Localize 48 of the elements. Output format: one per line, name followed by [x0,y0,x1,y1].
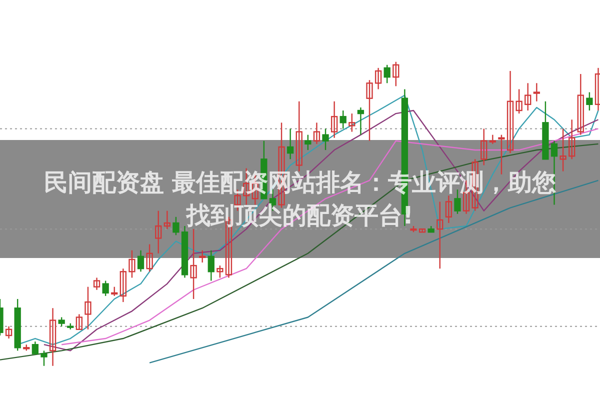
candlestick [5,326,12,340]
candlestick [348,112,356,132]
candlestick [489,134,496,145]
candlestick [49,308,56,366]
candlestick [128,250,136,278]
candlestick [172,216,180,236]
candlestick [102,280,109,297]
candlestick [586,92,593,112]
candlestick [516,88,522,114]
candlestick [392,61,400,87]
candlestick [506,70,514,154]
candlestick [208,250,214,282]
candlestick [296,100,302,172]
candlestick [164,210,170,230]
candlestick [286,128,294,160]
candlestick [498,134,505,175]
candlestick [436,201,444,270]
candlestick [146,244,153,272]
candlestick [93,277,100,290]
candlestick [445,195,452,224]
candlestick [32,340,39,354]
candlestick [190,228,197,300]
candlestick [384,64,390,84]
candlestick [322,128,329,151]
candlestick [304,134,312,151]
candlestick [313,122,320,145]
candlestick [216,264,224,278]
candlestick [330,100,338,138]
candlestick [137,250,144,272]
candlestick [199,250,206,264]
candlestick [594,67,600,112]
candlestick [366,79,373,142]
candlestick [524,82,532,112]
candlestick [76,314,83,330]
candlestick [560,128,566,172]
candlestick [84,286,92,330]
candlestick [120,268,126,303]
candlestick [58,316,65,327]
candlestick [480,128,488,166]
candlestick [533,82,540,102]
candlestick [111,286,118,297]
candlestick [374,67,382,90]
candlestick [568,119,576,160]
candlestick [155,210,162,254]
candlestick [40,350,48,366]
candlestick [577,73,584,136]
candlestick [357,106,364,136]
candlestick [340,110,346,130]
